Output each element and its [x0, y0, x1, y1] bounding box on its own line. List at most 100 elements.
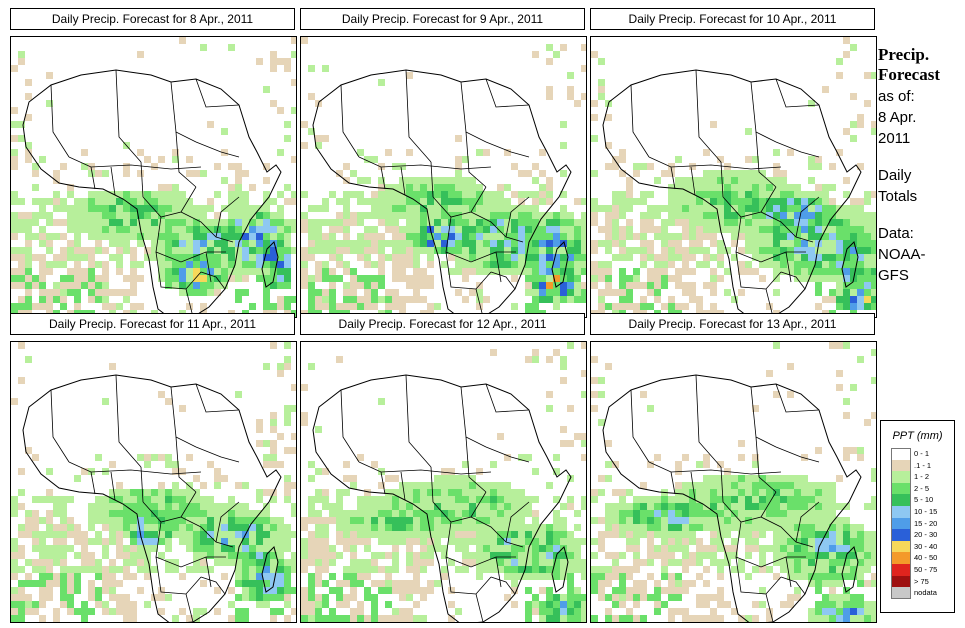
legend-label: 10 - 15 — [914, 506, 938, 516]
country-border — [735, 216, 806, 263]
legend-item: 50 - 75 — [891, 563, 951, 576]
country-border — [755, 131, 777, 188]
legend-label: 40 - 50 — [914, 553, 938, 563]
madagascar-outline — [841, 546, 859, 593]
country-border — [765, 288, 774, 317]
legend-swatch — [891, 540, 911, 553]
country-border — [400, 166, 406, 196]
forecast-panel-apr-10: Daily Precip. Forecast for 10 Apr., 2011 — [590, 8, 877, 318]
legend-swatch — [891, 517, 911, 530]
country-border — [795, 196, 820, 238]
country-border — [180, 516, 234, 548]
africa-precip-map — [590, 341, 877, 623]
legend-swatch — [891, 482, 911, 495]
country-border — [68, 461, 202, 475]
madagascar-outline — [551, 241, 569, 288]
madagascar-outline — [261, 546, 279, 593]
country-border — [340, 389, 360, 463]
panel-title: Daily Precip. Forecast for 12 Apr., 2011 — [300, 313, 585, 335]
country-border — [630, 389, 650, 463]
country-border — [670, 166, 676, 190]
country-border — [185, 288, 194, 317]
legend-label: 2 - 5 — [914, 483, 930, 493]
legend-swatch — [891, 494, 911, 506]
country-border — [735, 556, 782, 595]
legend-item: 15 - 20 — [891, 517, 951, 530]
country-border — [155, 521, 226, 568]
country-border — [90, 471, 96, 495]
country-border — [735, 521, 806, 568]
country-border — [205, 556, 212, 588]
country-border — [785, 251, 792, 283]
totals-line1: Daily — [878, 167, 912, 184]
country-border — [495, 251, 502, 283]
country-border — [460, 81, 487, 143]
country-border — [400, 471, 406, 501]
madagascar-outline — [841, 241, 859, 288]
country-border — [780, 271, 806, 290]
country-border — [432, 186, 487, 218]
side-annotation: Precip. Forecast as of: 8 Apr. 2011 Dail… — [878, 45, 965, 285]
country-border — [720, 161, 724, 198]
legend-item: 40 - 50 — [891, 552, 951, 564]
country-border — [358, 156, 492, 170]
africa-precip-map — [10, 341, 297, 623]
country-border — [140, 466, 144, 503]
country-border — [485, 78, 530, 108]
africa-precip-map — [590, 36, 877, 318]
forecast-panel-apr-13: Daily Precip. Forecast for 13 Apr., 2011 — [590, 313, 877, 623]
country-border — [475, 288, 484, 317]
country-border — [185, 593, 194, 622]
country-border — [200, 576, 226, 595]
legend-item: .1 - 1 — [891, 459, 951, 472]
country-border — [215, 501, 240, 543]
map-canvas — [11, 37, 296, 317]
legend-swatch — [891, 471, 911, 483]
panel-title: Daily Precip. Forecast for 9 Apr., 2011 — [300, 8, 585, 30]
country-border — [695, 69, 722, 163]
forecast-panel-apr-8: Daily Precip. Forecast for 8 Apr., 2011 — [10, 8, 297, 318]
legend-label: 1 - 2 — [914, 472, 930, 482]
country-border — [445, 521, 516, 568]
legend-item: > 75 — [891, 575, 951, 588]
legend-label: nodata — [914, 588, 937, 598]
country-border — [485, 141, 530, 158]
as-of-year: 2011 — [878, 130, 911, 147]
country-border — [630, 84, 650, 158]
country-border — [175, 436, 197, 493]
country-border — [485, 383, 530, 413]
country-border — [68, 156, 202, 170]
country-border — [358, 461, 492, 475]
country-border — [90, 166, 96, 190]
country-border — [735, 251, 782, 290]
country-border — [142, 491, 197, 523]
country-border — [170, 81, 197, 143]
data-source-line3: GFS — [878, 267, 909, 284]
country-border — [648, 461, 782, 475]
panel-title: Daily Precip. Forecast for 8 Apr., 2011 — [10, 8, 295, 30]
legend-swatch — [891, 459, 911, 472]
country-border — [722, 186, 777, 218]
country-border — [115, 69, 142, 163]
country-border — [155, 216, 226, 263]
country-border — [380, 166, 386, 190]
country-border — [465, 436, 487, 493]
legend-item: 20 - 30 — [891, 529, 951, 541]
country-border — [445, 556, 492, 595]
country-border — [780, 576, 806, 595]
map-canvas — [301, 342, 586, 622]
legend-swatch — [891, 448, 911, 460]
africa-precip-map — [10, 36, 297, 318]
country-border — [470, 516, 524, 548]
country-border — [195, 446, 240, 463]
country-border — [155, 556, 202, 595]
forecast-panel-apr-12: Daily Precip. Forecast for 12 Apr., 2011 — [300, 313, 587, 623]
country-border — [200, 271, 226, 290]
country-border — [405, 374, 432, 468]
country-border — [180, 211, 234, 243]
country-border — [470, 211, 524, 243]
country-border — [460, 386, 487, 448]
country-border — [775, 383, 820, 413]
legend-label: 20 - 30 — [914, 530, 938, 540]
